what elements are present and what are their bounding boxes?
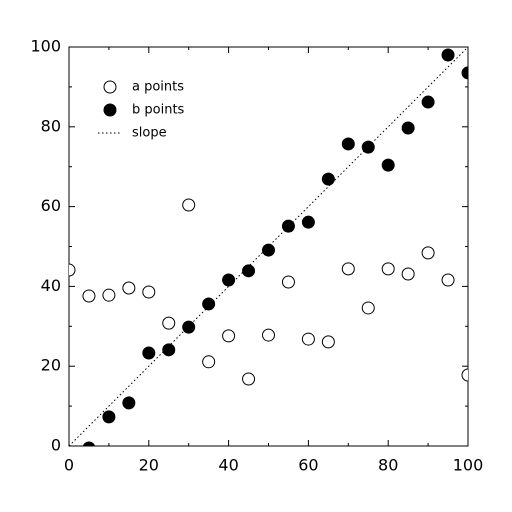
point: [421, 246, 435, 260]
legend-marker: [103, 103, 117, 117]
y-tick-label: 0: [51, 436, 61, 455]
point: [341, 137, 355, 151]
x-tick-label: 40: [218, 456, 238, 475]
point: [301, 332, 315, 346]
point: [162, 343, 176, 357]
point: [361, 140, 375, 154]
point: [222, 329, 236, 343]
x-tick-label: 0: [64, 456, 74, 475]
point: [142, 346, 156, 360]
point: [142, 285, 156, 299]
y-tick-label: 60: [41, 196, 61, 215]
point: [401, 121, 415, 135]
point: [122, 396, 136, 410]
legend-marker: [103, 80, 117, 94]
point: [202, 355, 216, 369]
x-tick-label: 60: [298, 456, 318, 475]
legend-label: a points: [132, 80, 184, 95]
point: [102, 288, 116, 302]
point: [321, 172, 335, 186]
point: [182, 198, 196, 212]
point: [461, 368, 468, 382]
point: [222, 273, 236, 287]
point: [102, 410, 116, 424]
y-tick-label: 100: [30, 37, 61, 56]
point: [441, 48, 455, 62]
y-tick-label: 20: [41, 356, 61, 375]
point: [122, 281, 136, 295]
point: [341, 262, 355, 276]
plot-area: [69, 47, 468, 446]
point: [401, 267, 415, 281]
point: [301, 215, 315, 229]
point: [82, 441, 96, 446]
point: [281, 219, 295, 233]
point: [162, 316, 176, 330]
point: [69, 263, 76, 277]
point: [242, 372, 256, 386]
point: [262, 328, 275, 342]
point: [381, 262, 395, 276]
point: [182, 320, 196, 334]
point: [381, 158, 395, 172]
legend-label: slope: [132, 126, 167, 141]
x-tick-label: 100: [453, 456, 484, 475]
x-tick-label: 20: [139, 456, 159, 475]
point: [262, 243, 275, 257]
y-tick-label: 40: [41, 276, 61, 295]
point: [421, 95, 435, 109]
point: [441, 273, 455, 287]
point: [321, 335, 335, 349]
x-tick-label: 80: [378, 456, 398, 475]
point: [202, 297, 216, 311]
point: [281, 275, 295, 289]
point: [461, 66, 468, 80]
y-tick-label: 80: [41, 116, 61, 135]
legend-label: b points: [132, 103, 185, 118]
point: [82, 289, 96, 303]
point: [242, 264, 256, 278]
point: [361, 301, 375, 315]
